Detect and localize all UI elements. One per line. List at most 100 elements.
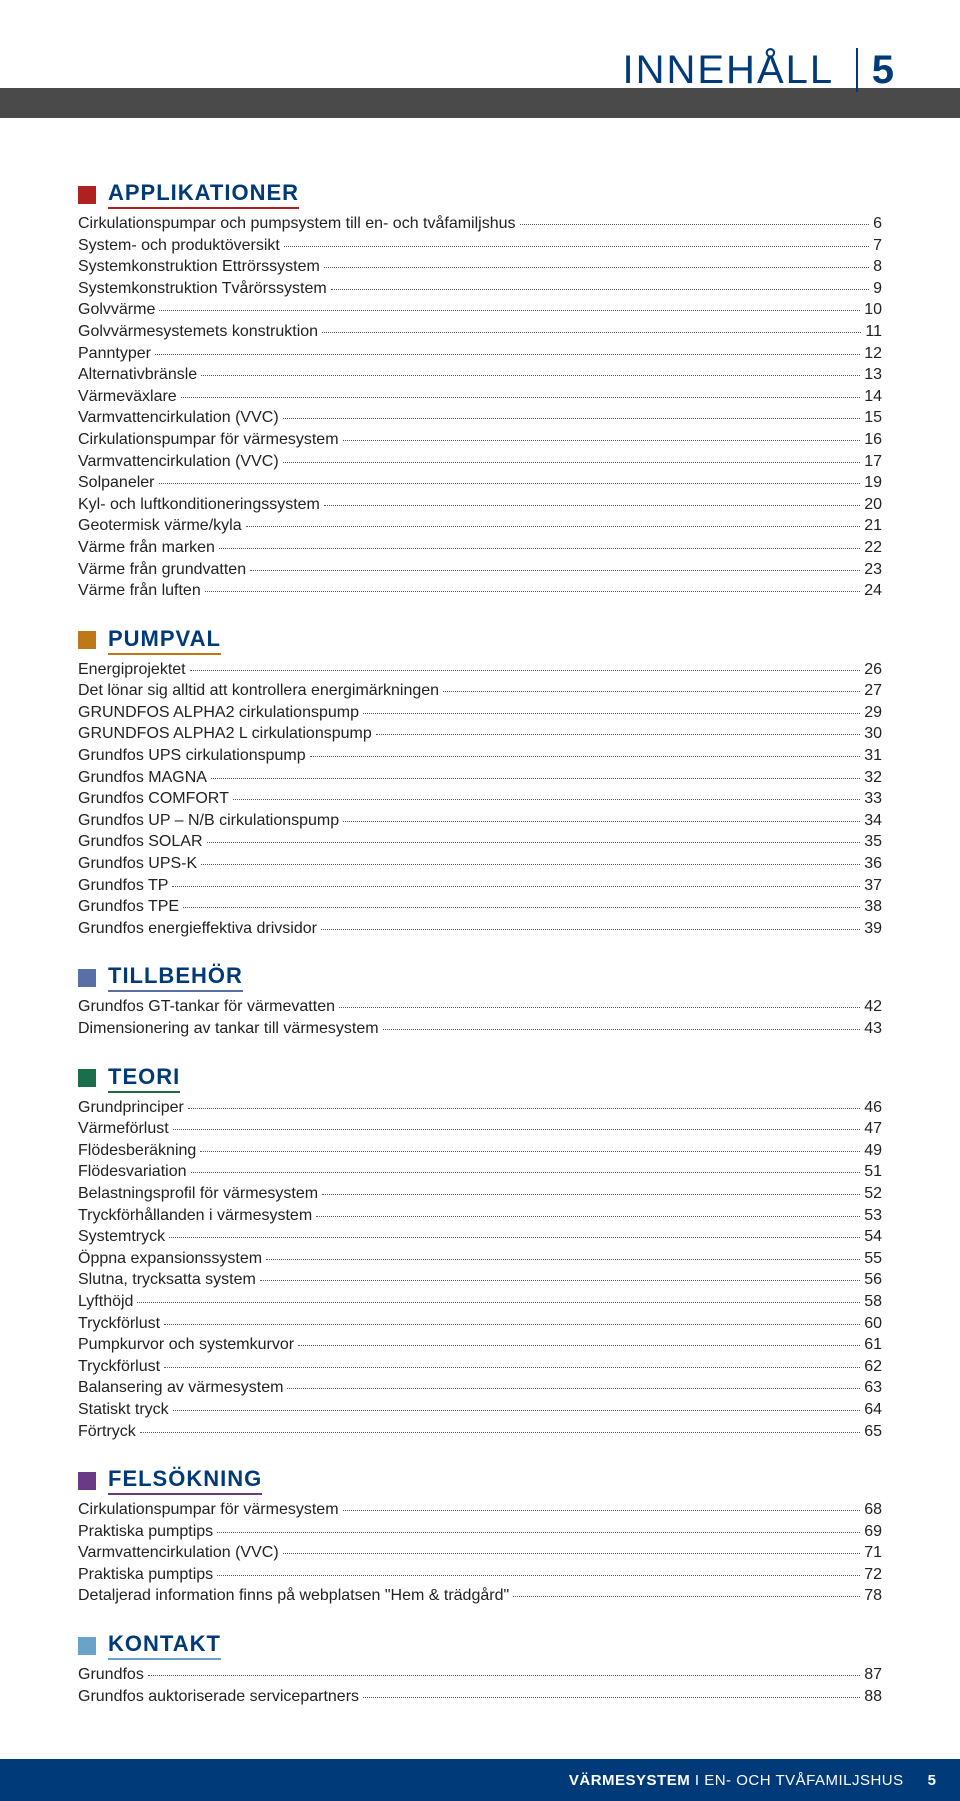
toc-dot-leader (169, 1237, 860, 1238)
toc-entry: Grundfos SOLAR35 (78, 831, 882, 853)
toc-entry-label: Grundfos MAGNA (78, 767, 207, 789)
toc-entry-page: 71 (864, 1542, 882, 1564)
toc-entry-page: 27 (864, 680, 882, 702)
section-title: FELSÖKNING (108, 1466, 262, 1495)
toc-dot-leader (155, 354, 860, 355)
toc-dot-leader (331, 289, 869, 290)
toc-dot-leader (219, 548, 860, 549)
toc-entry-page: 9 (873, 278, 882, 300)
toc-dot-leader (283, 462, 861, 463)
toc-entry: Det lönar sig alltid att kontrollera ene… (78, 680, 882, 702)
toc-section: TEORI Grundprinciper46Värmeförlust47Flöde… (78, 1064, 882, 1443)
toc-entry-page: 11 (865, 321, 882, 343)
toc-entry-label: Varmvattencirkulation (VVC) (78, 1542, 279, 1564)
toc-dot-leader (172, 886, 860, 887)
toc-entry: Systemtryck54 (78, 1226, 882, 1248)
toc-entry-page: 64 (864, 1399, 882, 1421)
toc-dot-leader (140, 1432, 860, 1433)
toc-entry: Grundfos UP – N/B cirkulationspump34 (78, 810, 882, 832)
toc-entry-page: 63 (864, 1377, 882, 1399)
footer-text: VÄRMESYSTEM I EN- OCH TVÅFAMILJSHUS (569, 1772, 904, 1789)
toc-entry-label: Golvvärmesystemets konstruktion (78, 321, 318, 343)
toc-entry: Flödesberäkning49 (78, 1140, 882, 1162)
toc-entry-label: Grundfos TPE (78, 896, 179, 918)
toc-entry-label: Slutna, trycksatta system (78, 1269, 256, 1291)
toc-entry-label: Pumpkurvor och systemkurvor (78, 1334, 294, 1356)
section-header: TEORI (78, 1064, 882, 1093)
toc-dot-leader (260, 1280, 860, 1281)
toc-entry-page: 88 (864, 1686, 882, 1708)
section-header: KONTAKT (78, 1631, 882, 1660)
toc-entry-page: 33 (864, 788, 882, 810)
toc-entry-label: Tryckförlust (78, 1356, 160, 1378)
toc-entry: Förtryck65 (78, 1421, 882, 1443)
toc-entry-label: Lyfthöjd (78, 1291, 133, 1313)
toc-entry: Värmeförlust47 (78, 1118, 882, 1140)
toc-entry: Varmvattencirkulation (VVC) 71 (78, 1542, 882, 1564)
toc-entry-page: 34 (864, 810, 882, 832)
section-title: PUMPVAL (108, 626, 221, 655)
toc-entry: Panntyper12 (78, 343, 882, 365)
toc-entry: System- och produktöversikt7 (78, 235, 882, 257)
section-color-box (78, 631, 96, 649)
toc-entry-label: Solpaneler (78, 472, 155, 494)
toc-entry-page: 61 (864, 1334, 882, 1356)
toc-entry-page: 56 (864, 1269, 882, 1291)
toc-entry-label: Grundfos UPS-K (78, 853, 197, 875)
toc-dot-leader (250, 570, 860, 571)
section-color-box (78, 1069, 96, 1087)
toc-dot-leader (173, 1410, 861, 1411)
section-title: TEORI (108, 1064, 180, 1093)
toc-entry-page: 87 (864, 1664, 882, 1686)
toc-dot-leader (205, 591, 860, 592)
toc-dot-leader (321, 929, 860, 930)
toc-dot-leader (181, 397, 861, 398)
toc-entry-label: Systemkonstruktion Tvårörssystem (78, 278, 327, 300)
toc-section: KONTAKT Grundfos 87 Grundfos auktoriserade … (78, 1631, 882, 1707)
toc-entry-label: Grundfos auktoriserade servicepartners (78, 1686, 359, 1708)
toc-entry: GRUNDFOS ALPHA2 L cirkulationspump30 (78, 723, 882, 745)
toc-entry-page: 51 (864, 1161, 882, 1183)
toc-entry-label: Värme från grundvatten (78, 559, 246, 581)
toc-dot-leader (443, 691, 860, 692)
toc-entry: Praktiska pumptips69 (78, 1521, 882, 1543)
section-header: APPLIKATIONER (78, 180, 882, 209)
section-color-box (78, 186, 96, 204)
toc-entry-label: Grundfos (78, 1664, 144, 1686)
toc-entry-label: Praktiska pumptips (78, 1521, 213, 1543)
toc-entry-page: 38 (864, 896, 882, 918)
toc-entry-label: Tryckförlust (78, 1313, 160, 1335)
toc-entry-page: 47 (864, 1118, 882, 1140)
toc-dot-leader (201, 375, 860, 376)
page-footer: VÄRMESYSTEM I EN- OCH TVÅFAMILJSHUS 5 (0, 1759, 960, 1801)
page-header-title: INNEHÅLL 5 (622, 48, 896, 93)
toc-entry: Värme från grundvatten23 (78, 559, 882, 581)
toc-entry: Grundfos GT-tankar för värmevatten42 (78, 996, 882, 1018)
toc-entry: Statiskt tryck64 (78, 1399, 882, 1421)
section-color-box (78, 1472, 96, 1490)
toc-dot-leader (148, 1675, 860, 1676)
toc-entry-page: 22 (864, 537, 882, 559)
toc-entry-label: GRUNDFOS ALPHA2 cirkulationspump (78, 702, 359, 724)
toc-entry: Energiprojektet26 (78, 659, 882, 681)
toc-entry-label: Flödesberäkning (78, 1140, 196, 1162)
toc-entry-page: 32 (864, 767, 882, 789)
toc-entry-page: 37 (864, 875, 882, 897)
footer-text-rest: I EN- OCH TVÅFAMILJSHUS (690, 1772, 903, 1789)
toc-entry: Dimensionering av tankar till värmesyste… (78, 1018, 882, 1040)
toc-entry-page: 53 (864, 1205, 882, 1227)
toc-entry: Tryckförhållanden i värmesystem53 (78, 1205, 882, 1227)
toc-dot-leader (159, 310, 860, 311)
toc-entry-page: 6 (873, 213, 882, 235)
toc-entry-label: Grundprinciper (78, 1097, 184, 1119)
toc-entry-page: 10 (864, 299, 882, 321)
toc-entry: Solpaneler19 (78, 472, 882, 494)
toc-entry: Grundprinciper46 (78, 1097, 882, 1119)
toc-entry: Cirkulationspumpar för värmesystem68 (78, 1499, 882, 1521)
toc-entry: Belastningsprofil för värmesystem52 (78, 1183, 882, 1205)
toc-entry-label: Värme från luften (78, 580, 201, 602)
toc-entry-page: 20 (864, 494, 882, 516)
toc-entry: Lyfthöjd58 (78, 1291, 882, 1313)
footer-page-number: 5 (928, 1772, 936, 1789)
toc-dot-leader (339, 1007, 860, 1008)
